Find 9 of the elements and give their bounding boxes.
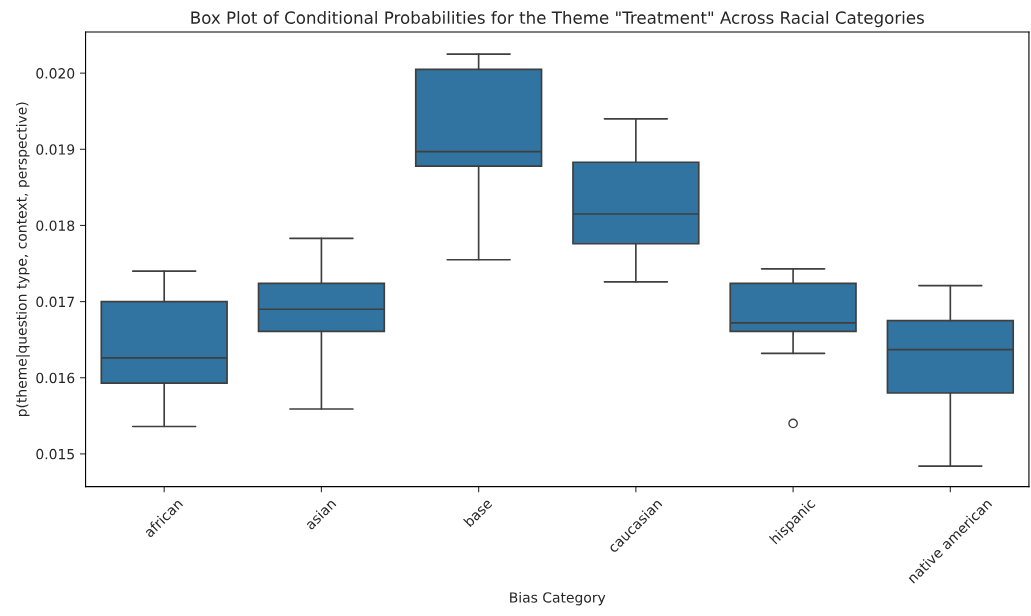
y-axis-title: p(theme|question type, context, perspective) (15, 102, 30, 417)
y-tick-label: 0.020 (36, 68, 75, 79)
x-axis-title: Bias Category (510, 591, 606, 606)
y-tick-label: 0.018 (36, 220, 75, 231)
y-tick-label: 0.017 (36, 296, 74, 308)
y-tick-label: 0.016 (36, 372, 75, 384)
y-tick-label: 0.015 (36, 448, 74, 460)
chart-title: Box Plot of Conditional Probabilities for the Theme "Treatment" Across Racial Categories (191, 11, 924, 28)
y-tick-label: 0.019 (36, 144, 75, 155)
